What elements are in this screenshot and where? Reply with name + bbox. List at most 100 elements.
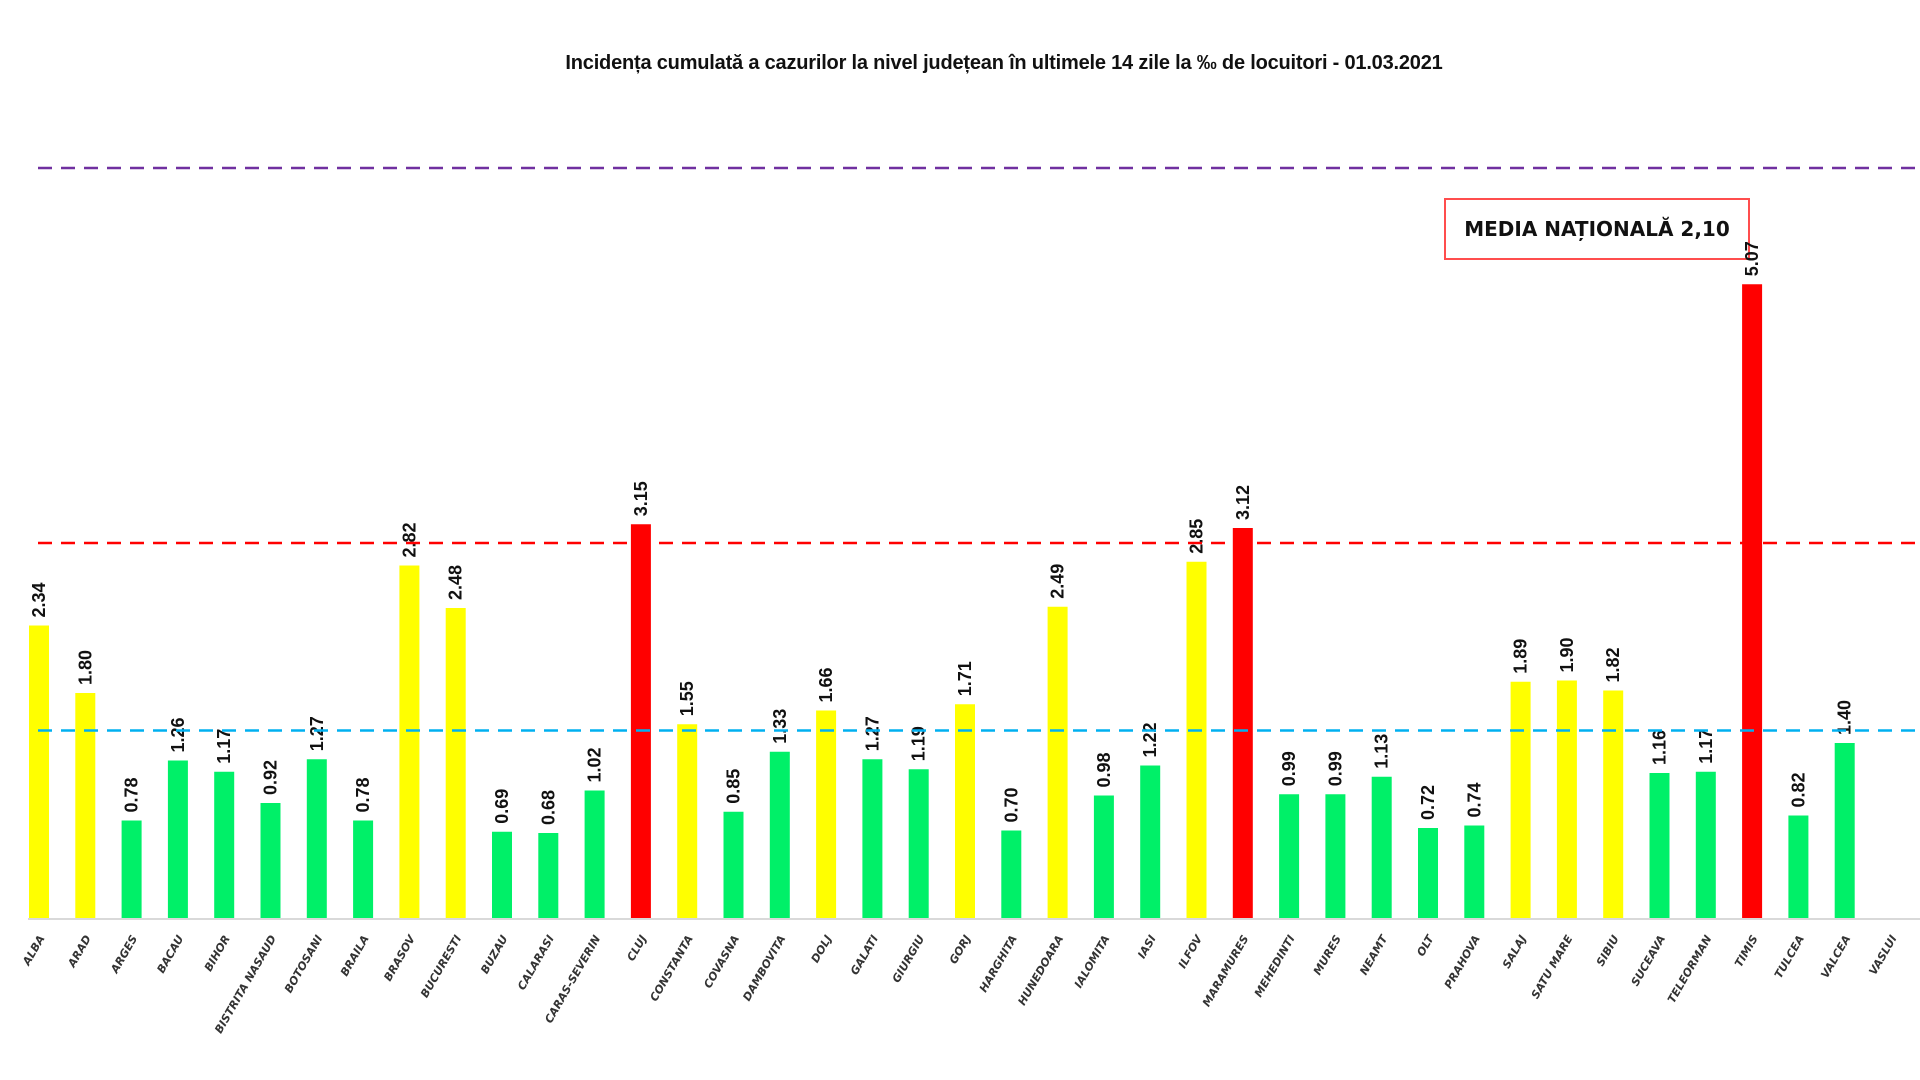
category-label: SALAJ (1500, 933, 1529, 971)
data-label: 0.72 (1418, 785, 1438, 820)
data-label: 1.27 (307, 716, 327, 751)
bar-harghita (1001, 830, 1022, 918)
data-label: 1.17 (214, 729, 234, 764)
category-label: GALATI (848, 933, 881, 977)
category-label: BUCURESTI (418, 933, 464, 1000)
data-label: 0.99 (1325, 751, 1345, 786)
bar-hunedoara (1047, 606, 1068, 918)
data-label: 1.90 (1557, 637, 1577, 672)
data-label: 1.80 (75, 650, 95, 685)
category-label: IASI (1135, 933, 1159, 961)
bar-satu-mare (1556, 680, 1577, 918)
data-label: 0.99 (1279, 751, 1299, 786)
data-label: 1.26 (168, 717, 188, 752)
data-label: 0.70 (1001, 787, 1021, 822)
bar-sibiu (1603, 690, 1624, 918)
category-label: GIURGIU (890, 933, 928, 985)
bar-bucuresti (445, 608, 466, 918)
bar-gorj (955, 704, 975, 918)
category-label: SIBIU (1594, 933, 1622, 969)
data-label: 1.13 (1372, 734, 1392, 769)
data-label: 1.66 (816, 667, 836, 702)
bar-mehedinti (1279, 794, 1300, 918)
category-label: PRAHOVA (1442, 933, 1483, 991)
bar-prahova (1464, 825, 1485, 918)
category-label: BRAILA (338, 933, 372, 978)
category-label: SUCEAVA (1629, 933, 1669, 988)
data-label: 0.82 (1788, 772, 1808, 807)
data-label: 0.78 (353, 777, 373, 812)
category-label: CONSTANTA (647, 933, 695, 1004)
data-label: 1.27 (862, 716, 882, 751)
data-label: 1.89 (1511, 639, 1531, 674)
data-label: 2.48 (446, 565, 466, 600)
category-label: ILFOV (1176, 932, 1206, 971)
bar-dambovita (769, 751, 790, 918)
category-label: GORJ (947, 933, 974, 966)
category-label: MURES (1311, 933, 1344, 977)
bar-mures (1325, 794, 1346, 918)
data-label: 1.82 (1603, 647, 1623, 682)
bar-timis (1742, 284, 1763, 918)
bar-neamt (1371, 776, 1392, 918)
category-label: DOLJ (809, 933, 835, 965)
data-label: 1.22 (1140, 722, 1160, 757)
category-label: DAMBOVITA (740, 933, 788, 1003)
bar-ialomita (1093, 795, 1114, 918)
bar-arad (75, 693, 96, 918)
bar-braila (353, 820, 374, 918)
bar-botosani (306, 759, 327, 918)
data-label: 0.85 (724, 769, 744, 804)
data-label: 3.12 (1233, 485, 1253, 520)
bar-teleorman (1695, 771, 1716, 918)
data-label: 2.34 (29, 582, 49, 617)
data-label: 2.85 (1187, 519, 1207, 554)
data-label: 0.98 (1094, 752, 1114, 787)
bar-tulcea (1788, 815, 1809, 918)
bar-constanta (677, 724, 698, 918)
category-label: CALARASI (515, 933, 557, 992)
data-label: 1.16 (1650, 730, 1670, 765)
category-label: MARAMURES (1200, 933, 1251, 1009)
national-average-annotation: MEDIA NAȚIONALĂ 2,10 (1444, 198, 1750, 260)
category-label: BACAU (154, 933, 186, 976)
category-label: VASLUI (1867, 933, 1900, 977)
bar-suceava (1649, 773, 1670, 918)
category-label: TULCEA (1772, 933, 1807, 981)
category-label: ALBA (20, 933, 48, 968)
bar-bacau (167, 760, 188, 918)
data-label: 0.68 (538, 790, 558, 825)
data-label: 2.49 (1048, 564, 1068, 599)
bar-olt (1418, 828, 1438, 918)
category-label: BOTOSANI (282, 933, 325, 995)
data-label: 1.17 (1696, 729, 1716, 764)
bar-calarasi (538, 833, 559, 918)
bar-galati (862, 759, 883, 918)
category-label: ARAD (65, 933, 94, 970)
category-label: TIMIS (1732, 933, 1761, 969)
bar-salaj (1510, 681, 1531, 918)
data-label: 1.40 (1835, 700, 1855, 735)
category-label: BRASOV (381, 932, 418, 984)
category-label: SATU MARE (1529, 933, 1576, 1001)
bar-buzau (492, 831, 512, 918)
data-label: 1.19 (909, 726, 929, 761)
bar-cluj (630, 524, 651, 918)
data-label: 1.55 (677, 681, 697, 716)
data-label: 1.71 (955, 661, 975, 696)
bar-dolj (816, 710, 837, 918)
category-label: VALCEA (1818, 933, 1853, 981)
bar-bistrita-nasaud (260, 803, 281, 918)
data-label: 3.15 (631, 481, 651, 516)
data-label: 1.33 (770, 709, 790, 744)
category-label: NEAMT (1357, 932, 1391, 978)
data-label: 0.69 (492, 789, 512, 824)
chart-title: Incidența cumulată a cazurilor la nivel … (565, 52, 1443, 74)
data-label: 2.82 (399, 522, 419, 557)
category-label: CLUJ (624, 933, 649, 963)
data-label: 0.74 (1464, 782, 1484, 817)
bar-ilfov (1186, 561, 1207, 918)
category-label: BIHOR (202, 933, 233, 974)
bar-maramures (1232, 528, 1253, 918)
